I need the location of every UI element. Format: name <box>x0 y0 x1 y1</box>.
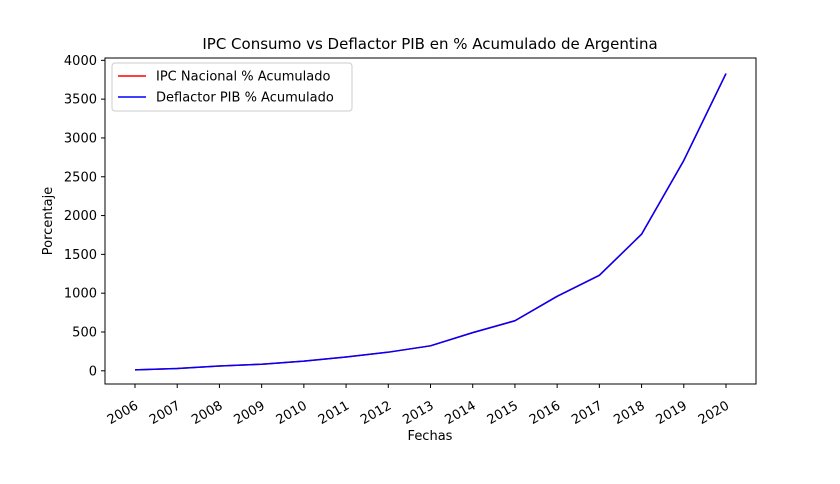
y-axis: 0 500 1000 1500 2000 2500 3000 3500 4000 <box>64 54 105 379</box>
chart-title: IPC Consumo vs Deflactor PIB en % Acumul… <box>202 35 657 53</box>
legend: IPC Nacional % Acumulado Deflactor PIB % … <box>111 62 353 112</box>
y-tick-label: 0 <box>89 364 97 379</box>
y-tick-label: 3000 <box>64 131 97 146</box>
legend-frame <box>111 62 353 112</box>
y-tick-label: 2000 <box>64 209 97 224</box>
series-layer <box>134 73 727 371</box>
x-tick-label: 2006 <box>105 398 141 428</box>
x-axis-label: Fechas <box>408 429 453 444</box>
x-tick-label: 2015 <box>485 398 521 428</box>
y-tick-label: 2500 <box>64 170 97 185</box>
legend-label-1: IPC Nacional % Acumulado <box>156 70 331 85</box>
x-tick-label: 2016 <box>527 398 563 428</box>
x-tick-label: 2012 <box>358 398 394 428</box>
x-tick-label: 2018 <box>611 398 647 428</box>
y-tick-label: 1500 <box>64 248 97 263</box>
x-tick-label: 2020 <box>696 398 732 428</box>
x-tick-label: 2008 <box>189 398 225 428</box>
series-line-2 <box>134 73 727 371</box>
y-tick-label: 4000 <box>64 54 97 69</box>
legend-label-2: Deflactor PIB % Acumulado <box>156 91 334 106</box>
x-tick-label: 2009 <box>231 398 267 428</box>
y-tick-label: 1000 <box>64 287 97 302</box>
x-tick-label: 2017 <box>569 398 605 428</box>
y-tick-label: 500 <box>72 325 97 340</box>
x-axis: 2006 2007 2008 2009 2010 2011 2012 2013 2014 2015… <box>105 384 732 428</box>
x-tick-label: 2013 <box>400 398 436 428</box>
x-tick-label: 2014 <box>443 398 479 428</box>
x-tick-label: 2011 <box>316 398 352 428</box>
x-tick-label: 2019 <box>654 398 690 428</box>
x-tick-label: 2007 <box>147 398 183 428</box>
y-tick-label: 3500 <box>64 93 97 108</box>
series-line-1 <box>134 73 727 371</box>
y-axis-label: Porcentaje <box>41 187 56 255</box>
x-tick-label: 2010 <box>274 398 310 428</box>
